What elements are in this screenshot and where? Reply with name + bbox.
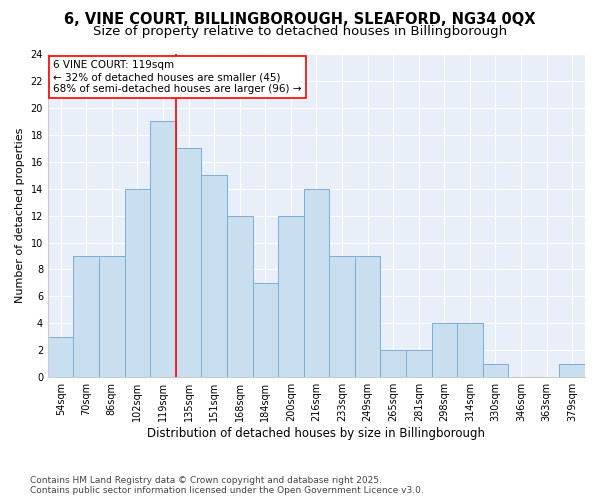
X-axis label: Distribution of detached houses by size in Billingborough: Distribution of detached houses by size … [148, 427, 485, 440]
Bar [150, 122, 176, 377]
Bar [304, 188, 329, 377]
Text: Size of property relative to detached houses in Billingborough: Size of property relative to detached ho… [93, 25, 507, 38]
Bar [559, 364, 585, 377]
Bar [176, 148, 202, 377]
Bar [48, 337, 73, 377]
Bar [278, 216, 304, 377]
Bar [329, 256, 355, 377]
Bar [457, 324, 482, 377]
Text: 6, VINE COURT, BILLINGBOROUGH, SLEAFORD, NG34 0QX: 6, VINE COURT, BILLINGBOROUGH, SLEAFORD,… [64, 12, 536, 28]
Bar [355, 256, 380, 377]
Y-axis label: Number of detached properties: Number of detached properties [15, 128, 25, 304]
Text: 6 VINE COURT: 119sqm
← 32% of detached houses are smaller (45)
68% of semi-detac: 6 VINE COURT: 119sqm ← 32% of detached h… [53, 60, 302, 94]
Bar [125, 188, 150, 377]
Bar [406, 350, 431, 377]
Bar [73, 256, 99, 377]
Bar [202, 175, 227, 377]
Bar [482, 364, 508, 377]
Bar [431, 324, 457, 377]
Text: Contains HM Land Registry data © Crown copyright and database right 2025.
Contai: Contains HM Land Registry data © Crown c… [30, 476, 424, 495]
Bar [227, 216, 253, 377]
Bar [253, 283, 278, 377]
Bar [380, 350, 406, 377]
Bar [99, 256, 125, 377]
